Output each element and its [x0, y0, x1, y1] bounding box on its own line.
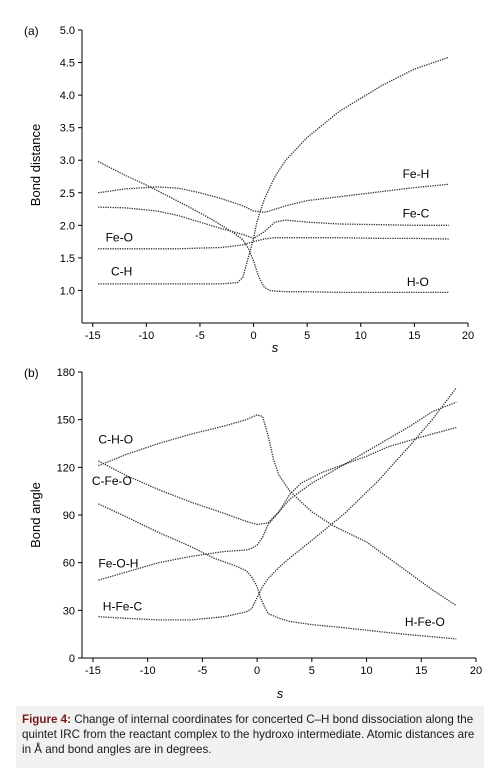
panel-b-label: (b): [24, 366, 39, 380]
panel-b-y-tick-label: 120: [57, 462, 75, 474]
panel-b-x-tick-label: 10: [360, 665, 372, 677]
panel-a-x-tick-label: -10: [138, 330, 154, 342]
panel-a-label: (a): [24, 24, 39, 38]
panel-a-x-tick-label: 0: [250, 330, 256, 342]
panel-b-label-h-fe-o: H-Fe-O: [405, 615, 445, 629]
panel-b-series-h-fe-c: [98, 387, 457, 621]
panel-b-label-fe-o-h: Fe-O-H: [98, 556, 138, 570]
panel-b-label-c-h-o: C-H-O: [98, 433, 133, 447]
panel-a-series-fe-c: [98, 206, 449, 240]
panel-b-bond-angle: (b) Bond angle s -15 -10 -5 0 5 10 15 20 0 30 60 90…: [24, 366, 482, 700]
panel-a-y-tick-label: 2.5: [60, 188, 75, 200]
panel-b-x-tick-label: -10: [140, 665, 156, 677]
figure-caption: Figure 4: Change of internal coordinates…: [16, 706, 484, 768]
panel-a-y-axis-title: Bond distance: [28, 124, 43, 206]
panel-a-label-fe-o: Fe-O: [106, 231, 133, 245]
panel-a-label-fe-c: Fe-C: [403, 207, 430, 221]
panel-b-y-tick-label: 0: [69, 653, 75, 665]
panel-a-x-axis-title: s: [272, 340, 279, 355]
panel-a-y-tick-label: 4.0: [60, 90, 75, 102]
panel-b-series-c-fe-o: [98, 426, 457, 526]
panel-a-y-tick-label: 3.5: [60, 123, 75, 135]
panel-a-series-fe-h: [98, 183, 449, 213]
panel-a-label-h-o: H-O: [407, 275, 429, 289]
panel-b-series-fe-o-h: [98, 401, 457, 581]
panel-b-y-tick-label: 90: [63, 510, 75, 522]
panel-b-x-tick-label: 20: [470, 665, 482, 677]
panel-b-y-axis-title: Bond angle: [28, 482, 43, 548]
panel-b-y-tick-label: 150: [57, 415, 75, 427]
panel-b-label-c-fe-o: C-Fe-O: [92, 474, 132, 488]
panel-b-y-tick-label: 180: [57, 367, 75, 379]
caption-text: Change of internal coordinates for conce…: [22, 713, 475, 756]
panel-a-x-tick-label: -5: [195, 330, 205, 342]
panel-b-x-tick-label: 0: [254, 665, 260, 677]
panel-a-x-tick-label: -15: [85, 330, 101, 342]
panel-b-x-tick-label: -5: [197, 665, 207, 677]
panel-b-x-tick-label: 15: [415, 665, 427, 677]
panel-a-y-tick-label: 4.5: [60, 58, 75, 70]
panel-b-series-c-h-o: [98, 414, 457, 607]
panel-b-y-tick-label: 60: [63, 558, 75, 570]
panel-b-series-h-fe-o: [98, 503, 457, 640]
caption-label: Figure 4:: [22, 713, 71, 726]
panel-a-label-c-h: C-H: [111, 264, 132, 278]
panel-a-y-tick-label: 1.5: [60, 253, 75, 265]
panel-a-label-fe-h: Fe-H: [403, 167, 430, 181]
panel-a-series-c-h: [98, 56, 449, 285]
panel-a-x-tick-label: 15: [408, 330, 420, 342]
figure: (a) Bond distance s -15 -10 -5 0 5 10 15 20 1.0 1…: [24, 24, 482, 700]
panel-a-x-tick-label: 5: [304, 330, 310, 342]
panel-b-y-tick-label: 30: [63, 605, 75, 617]
panel-a-y-tick-label: 1.0: [60, 285, 75, 297]
panel-a-series-fe-o: [98, 237, 449, 250]
panel-b-x-tick-label: 5: [309, 665, 315, 677]
panel-b-label-h-fe-c: H-Fe-C: [103, 599, 143, 613]
panel-a-x-tick-label: 20: [462, 330, 474, 342]
panel-a-y-tick-label: 2.0: [60, 220, 75, 232]
panel-a-bond-distance: (a) Bond distance s -15 -10 -5 0 5 10 15 20 1.0 1…: [24, 24, 474, 355]
panel-b-x-axis-title: s: [277, 686, 284, 700]
panel-a-y-tick-label: 5.0: [60, 25, 75, 37]
panel-b-x-tick-label: -15: [85, 665, 101, 677]
panel-a-y-tick-label: 3.0: [60, 155, 75, 167]
panel-a-series-h-o: [97, 160, 449, 294]
panel-a-x-tick-label: 10: [355, 330, 367, 342]
